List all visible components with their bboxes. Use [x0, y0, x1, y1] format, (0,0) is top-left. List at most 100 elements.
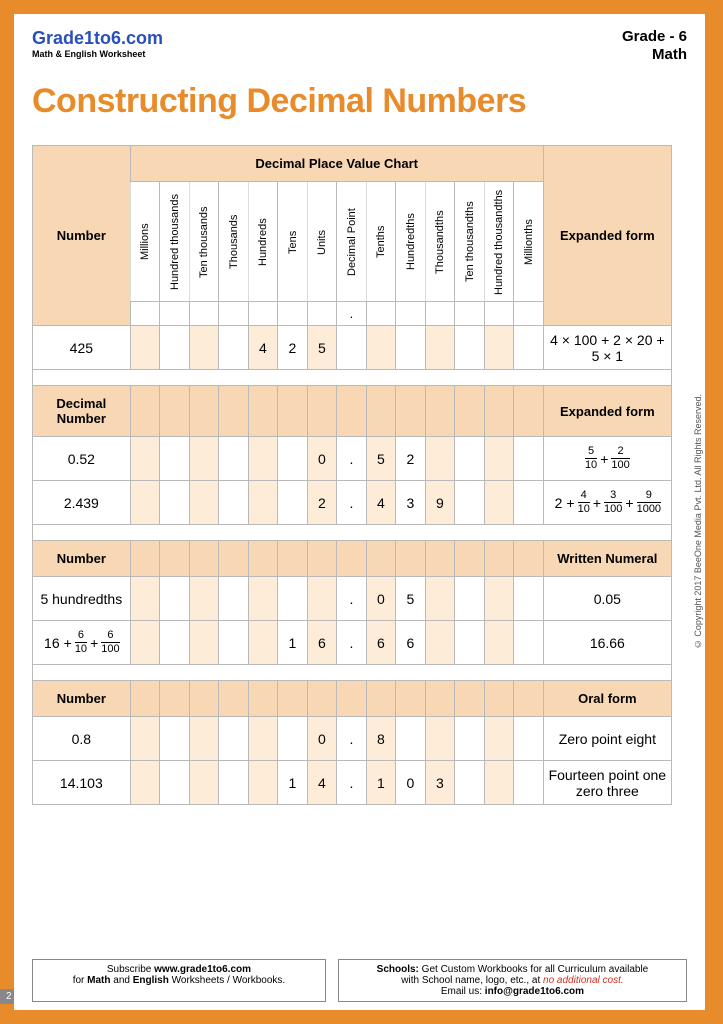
- value-cell: [130, 761, 160, 805]
- value-cell: [160, 481, 190, 525]
- value-cell: [130, 577, 160, 621]
- header-cell: [278, 681, 308, 717]
- value-cell: .: [337, 437, 367, 481]
- value-cell: 6: [396, 621, 426, 665]
- header-cell: [396, 541, 426, 577]
- copyright-text: © Copyright 2017 BeeOne Media Pvt. Ltd. …: [693, 394, 703, 649]
- value-cell: [455, 761, 485, 805]
- value-cell: [248, 577, 278, 621]
- value-cell: [455, 437, 485, 481]
- col-number-header: Number: [33, 146, 131, 326]
- header-cell: [337, 386, 367, 437]
- expanded-cell: 4 × 100 + 2 × 20 + 5 × 1: [543, 326, 671, 370]
- header-cell: [484, 386, 514, 437]
- value-cell: 8: [366, 717, 396, 761]
- expanded-cell: 510+2100: [543, 437, 671, 481]
- row-label: 0.8: [33, 717, 131, 761]
- header-cell: [130, 541, 160, 577]
- value-cell: [130, 481, 160, 525]
- inner-page: Grade1to6.com Math & English Worksheet G…: [14, 14, 705, 1010]
- place-cell: [278, 302, 308, 326]
- header-cell: [219, 541, 249, 577]
- header-cell: [514, 541, 544, 577]
- value-cell: [160, 437, 190, 481]
- value-cell: [337, 326, 367, 370]
- header-cell: [160, 541, 190, 577]
- value-cell: 6: [366, 621, 396, 665]
- header-cell: [514, 681, 544, 717]
- value-cell: [455, 481, 485, 525]
- value-cell: [248, 717, 278, 761]
- value-cell: 0: [307, 437, 337, 481]
- place-cell: [130, 302, 160, 326]
- value-cell: [455, 717, 485, 761]
- header-cell: [455, 541, 485, 577]
- value-cell: .: [337, 761, 367, 805]
- place-label: Millions: [130, 182, 160, 302]
- place-cell: [484, 302, 514, 326]
- header-cell: [130, 681, 160, 717]
- footer-text: English: [133, 975, 169, 986]
- value-cell: [425, 326, 455, 370]
- value-cell: [455, 577, 485, 621]
- value-cell: [455, 326, 485, 370]
- value-cell: [425, 577, 455, 621]
- header-cell: [366, 386, 396, 437]
- value-cell: .: [337, 621, 367, 665]
- row-label: 0.52: [33, 437, 131, 481]
- value-cell: [219, 481, 249, 525]
- value-cell: .: [337, 481, 367, 525]
- chart-title-header: Decimal Place Value Chart: [130, 146, 543, 182]
- header-cell: [337, 541, 367, 577]
- value-cell: [130, 437, 160, 481]
- value-cell: [130, 621, 160, 665]
- page-title: Constructing Decimal Numbers: [32, 82, 687, 121]
- header-cell: [396, 681, 426, 717]
- value-cell: 3: [396, 481, 426, 525]
- footer-text: Schools:: [377, 964, 419, 975]
- header-cell: [219, 386, 249, 437]
- row-label: 16+610+6100: [33, 621, 131, 665]
- place-cell: [455, 302, 485, 326]
- value-cell: [189, 326, 219, 370]
- place-label: Millionths: [514, 182, 544, 302]
- header-cell: [337, 681, 367, 717]
- header-cell: [278, 386, 308, 437]
- expanded-cell: 16.66: [543, 621, 671, 665]
- place-cell: [396, 302, 426, 326]
- value-cell: [219, 577, 249, 621]
- place-label: Hundred thousandths: [484, 182, 514, 302]
- place-label: Ten thousandths: [455, 182, 485, 302]
- value-cell: 2: [307, 481, 337, 525]
- place-label: Ten thousands: [189, 182, 219, 302]
- header-cell: [514, 386, 544, 437]
- header-row: Grade1to6.com Math & English Worksheet G…: [32, 28, 687, 64]
- header-cell: [189, 541, 219, 577]
- value-cell: [484, 577, 514, 621]
- place-cell: [425, 302, 455, 326]
- place-cell: [219, 302, 249, 326]
- place-label: Decimal Point: [337, 182, 367, 302]
- value-cell: [514, 717, 544, 761]
- value-cell: [248, 761, 278, 805]
- header-cell: [278, 541, 308, 577]
- expanded-cell: Fourteen point one zero three: [543, 761, 671, 805]
- header-cell: [366, 541, 396, 577]
- value-cell: [160, 621, 190, 665]
- value-cell: [248, 481, 278, 525]
- footer-text: and: [110, 975, 132, 986]
- place-cell: [307, 302, 337, 326]
- section-header: Number: [33, 541, 131, 577]
- value-cell: [278, 717, 308, 761]
- section-header: Number: [33, 681, 131, 717]
- expanded-cell: Zero point eight: [543, 717, 671, 761]
- value-cell: [307, 577, 337, 621]
- header-cell: [160, 681, 190, 717]
- value-cell: [514, 437, 544, 481]
- header-cell: [248, 386, 278, 437]
- value-cell: [484, 326, 514, 370]
- value-cell: [219, 717, 249, 761]
- value-cell: 1: [366, 761, 396, 805]
- value-cell: [396, 326, 426, 370]
- value-cell: [189, 761, 219, 805]
